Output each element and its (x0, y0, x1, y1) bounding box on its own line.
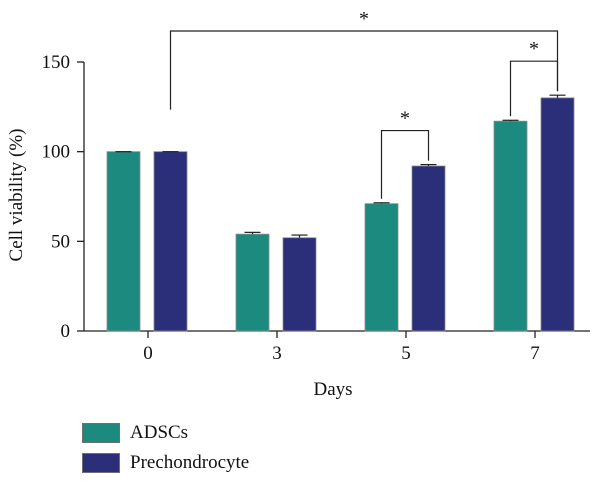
x-tick-label: 0 (143, 343, 153, 364)
significance-star: * (400, 108, 410, 130)
bar-adscs-0 (106, 151, 141, 332)
significance-bracket (509, 60, 559, 117)
bar-chart: 0 50 100 150 0 3 5 7 * * * Days Cell viability (%… (6, 8, 590, 400)
significance-bracket (380, 129, 430, 199)
legend: ADSCs Prechondrocyte (82, 422, 249, 482)
bar-adscs-5 (364, 203, 399, 332)
bar-prechondrocyte-0 (153, 151, 188, 332)
legend-label-prechondrocyte: Prechondrocyte (130, 452, 250, 473)
significance-bracket (169, 30, 559, 110)
y-axis-label: Cell viability (%) (6, 129, 27, 262)
legend-swatch-adscs (82, 423, 120, 443)
x-tick-label: 5 (401, 343, 411, 364)
legend-swatch-prechondrocyte (82, 453, 120, 473)
bar-prechondrocyte-5 (411, 165, 446, 332)
y-tick-label: 50 (51, 231, 70, 252)
legend-item-adscs: ADSCs (82, 422, 249, 444)
x-tick-label: 3 (272, 343, 282, 364)
bar-adscs-3 (235, 233, 270, 332)
legend-label-adscs: ADSCs (130, 422, 189, 443)
bar-prechondrocyte-7 (540, 97, 575, 332)
significance-markers: * * * (169, 8, 559, 199)
significance-star: * (359, 8, 369, 30)
legend-item-prechondrocyte: Prechondrocyte (82, 452, 249, 474)
bars (106, 94, 575, 332)
x-tick-label: 7 (530, 343, 540, 364)
x-axis-label: Days (313, 379, 352, 400)
bar-prechondrocyte-3 (282, 237, 317, 332)
y-tick-label: 150 (42, 52, 71, 73)
y-tick-label: 0 (61, 321, 71, 342)
bar-adscs-7 (493, 120, 528, 332)
significance-star: * (529, 38, 539, 60)
y-tick-label: 100 (42, 142, 71, 163)
